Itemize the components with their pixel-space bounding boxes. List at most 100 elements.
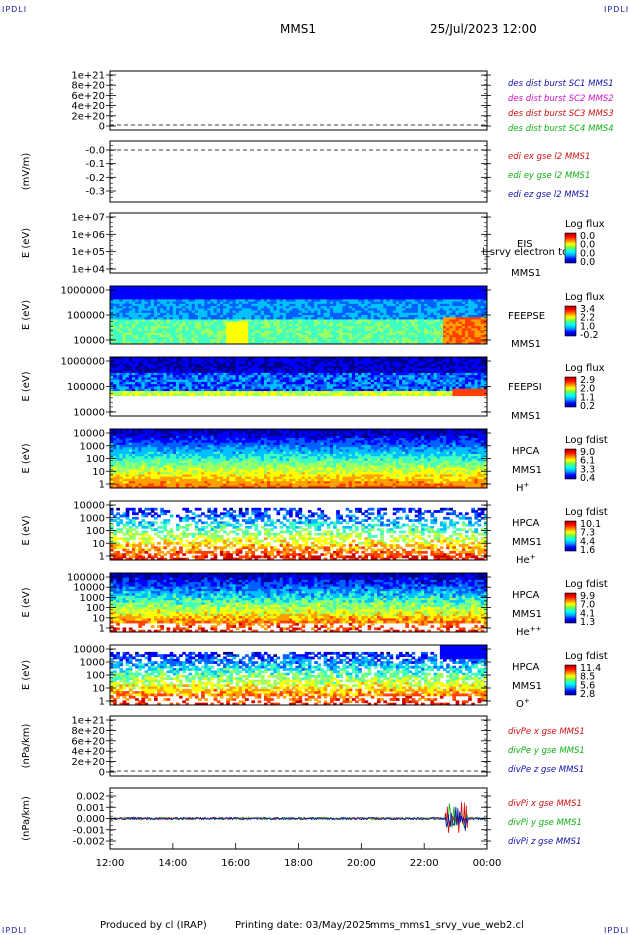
spectrogram-cell: [339, 393, 343, 396]
spectrogram-cell: [248, 393, 252, 396]
spectrogram-cell: [314, 393, 318, 396]
spectrogram-cell: [371, 393, 375, 396]
overlay-text: l_srvy electron to: [482, 247, 568, 258]
spectrogram-cell: [141, 393, 145, 396]
spectrogram-cell: [415, 393, 419, 396]
spectrogram-cell: [182, 393, 186, 396]
legend-entry: edi ex gse l2 MMS1: [508, 152, 590, 162]
spectrogram-cell: [179, 393, 183, 396]
spectrogram-cell: [192, 393, 196, 396]
spectrogram-cell: [327, 393, 331, 396]
legend-entry: edi ez gse l2 MMS1: [508, 190, 590, 200]
spectrogram-cell: [113, 393, 117, 396]
instrument-label: FEEPSE: [508, 311, 545, 322]
spectrogram-cell: [377, 393, 381, 396]
spectrogram-cell: [270, 393, 274, 396]
spectrogram-cell: [211, 393, 215, 396]
spectrogram-cell: [308, 393, 312, 396]
panel-bg: [110, 213, 487, 273]
spectrogram-cell: [116, 393, 120, 396]
spectrogram-cell: [214, 393, 218, 396]
spectrogram-cell: [261, 393, 265, 396]
spectrogram-cell: [245, 393, 249, 396]
spectrogram-cell: [239, 393, 243, 396]
spectrogram-cell: [364, 393, 368, 396]
spectrogram-cell: [176, 393, 180, 396]
spectrogram-cell: [368, 393, 372, 396]
spectrogram-cell: [185, 393, 189, 396]
spectrogram-cell: [258, 393, 262, 396]
y-tick-label: 1e+06: [71, 230, 105, 241]
spectrogram-cell: [226, 393, 230, 396]
y-axis-label: (mV/m): [21, 153, 32, 191]
spectrogram-cell: [336, 393, 340, 396]
spectrogram-cell: [405, 393, 409, 396]
spectrogram-cell: [408, 393, 412, 396]
spectrogram-cell: [167, 393, 171, 396]
spectrogram-cell: [132, 393, 136, 396]
spectrogram-cell: [160, 393, 164, 396]
spectrogram-cell: [346, 393, 350, 396]
spectrogram-cell: [157, 393, 161, 396]
spectrogram-cell: [380, 393, 384, 396]
spectrogram-cell: [126, 393, 130, 396]
spectrogram-cell: [217, 393, 221, 396]
spectrogram-cell: [151, 393, 155, 396]
spectrogram-cell: [251, 393, 255, 396]
spectrogram-cell: [229, 393, 233, 396]
spectrogram-cell: [204, 393, 208, 396]
spectrogram-cell: [311, 393, 315, 396]
colorbar-title: Log flux: [565, 219, 605, 230]
spectrogram-cell: [135, 393, 139, 396]
spectrogram-cell: [333, 393, 337, 396]
spectrogram-cell: [390, 393, 394, 396]
spectrogram-cell: [148, 393, 152, 396]
spectrogram-cell: [119, 393, 123, 396]
spectrogram-cell: [277, 393, 281, 396]
legend-entry: des dist burst SC4 MMS4: [508, 124, 614, 134]
colorbar-tick-label: 0.0: [580, 257, 595, 268]
spectrogram-cell: [255, 393, 259, 396]
spectrogram-cell: [236, 393, 240, 396]
legend-entry: edi ey gse l2 MMS1: [508, 171, 590, 181]
colorbar: [565, 306, 576, 336]
spectrogram-cell: [129, 393, 133, 396]
spectrogram: [110, 357, 488, 396]
y-tick-label: 1e+05: [71, 247, 105, 258]
spectrogram-cell: [163, 393, 167, 396]
panel-p2: -0.0-0.1-0.2-0.3(mV/m)edi ex gse l2 MMS1…: [21, 141, 590, 202]
spectrogram-cell: [286, 393, 290, 396]
spectrogram-cell: [110, 393, 114, 396]
spectrogram: [110, 286, 488, 345]
spectrogram-cell: [412, 393, 416, 396]
spectrogram-cell: [358, 393, 362, 396]
spectrogram-cell: [138, 393, 142, 396]
spectrogram-cell: [383, 393, 387, 396]
colorbar-title: Log flux: [565, 292, 605, 303]
spectrogram-cell: [233, 393, 237, 396]
spectrogram-cell: [223, 393, 227, 396]
spectrogram-cell: [399, 393, 403, 396]
colorbar-tick-label: -0.2: [580, 330, 599, 341]
legend-entry: des dist burst SC1 MMS1: [508, 79, 614, 89]
y-tick-label: 1000000: [60, 286, 105, 297]
y-tick-label: -0.2: [85, 173, 105, 184]
spectrogram-cell: [374, 393, 378, 396]
spectrogram-cell: [198, 393, 202, 396]
y-tick-label: 0: [99, 122, 105, 133]
spectrogram-cell: [154, 393, 158, 396]
spectrogram-cell: [349, 393, 353, 396]
spectrogram-cell: [324, 393, 328, 396]
spectrogram-cell: [283, 393, 287, 396]
spectrogram-cell: [396, 393, 400, 396]
y-tick-label: -0.0: [85, 146, 105, 157]
spectrogram-cell: [173, 393, 177, 396]
spectrogram-cell: [189, 393, 193, 396]
spacecraft-label: MMS1: [511, 339, 541, 350]
spectrogram-cell: [207, 393, 211, 396]
spectrogram-cell: [295, 393, 299, 396]
spectrogram-cell: [355, 393, 359, 396]
